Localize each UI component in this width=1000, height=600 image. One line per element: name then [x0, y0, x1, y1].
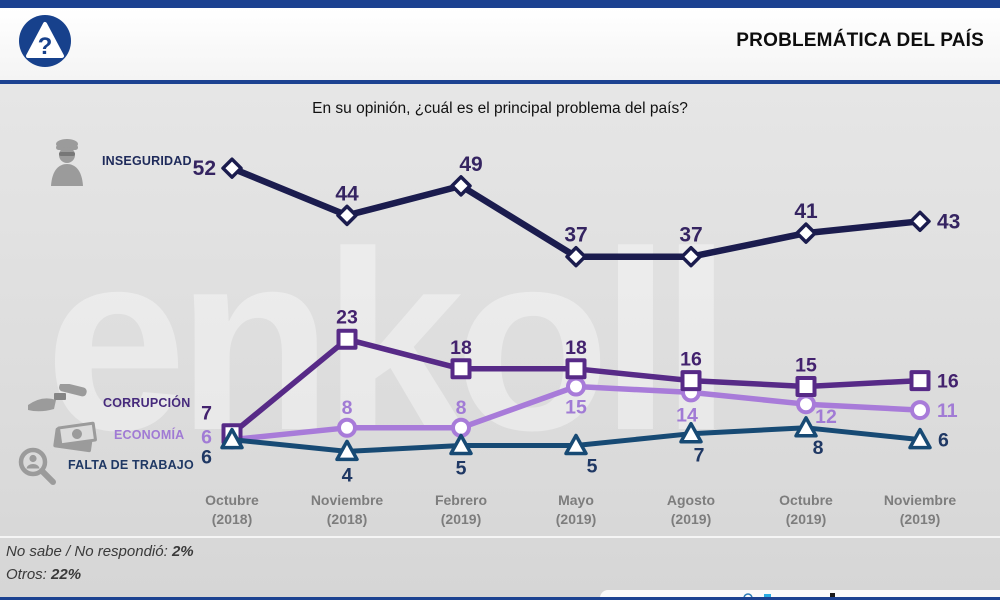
axis-tick-label: Febrero (2019) [434, 492, 488, 527]
header: ? PROBLEMÁTICA DEL PAÍS [0, 8, 1000, 80]
data-point-marker [909, 370, 931, 392]
data-point-marker [565, 358, 587, 380]
question-triangle-icon: ? [19, 15, 71, 67]
data-point-marker [336, 328, 358, 350]
data-point-label: 11 [937, 400, 958, 422]
data-point-marker [335, 439, 359, 462]
data-point-marker [909, 210, 931, 233]
data-point-label: 8 [813, 437, 824, 459]
data-point-marker [220, 427, 244, 450]
bribe-hand-icon [26, 382, 90, 418]
data-point-marker [680, 370, 702, 392]
footnote-label: Otros: [6, 566, 47, 583]
data-point-marker [679, 421, 703, 444]
data-point-label: 8 [342, 397, 353, 419]
data-point-marker [680, 245, 702, 268]
data-point-label: 5 [456, 458, 467, 480]
data-point-label: 8 [456, 397, 467, 419]
top-accent-bar [0, 0, 1000, 8]
footer-divider [0, 536, 1000, 538]
data-point-label: 37 [564, 224, 587, 247]
data-point-label: 52 [193, 157, 216, 180]
footnote-value: 2% [171, 543, 194, 560]
axis-tick-label: Mayo (2019) [555, 492, 597, 527]
footnote-value: 22% [51, 566, 82, 583]
data-point-label: 44 [335, 182, 359, 205]
axis-tick-label: Noviembre (2019) [883, 492, 957, 527]
data-point-label: 14 [676, 404, 698, 426]
legend-label-corrupcion: CORRUPCIÓN [103, 396, 191, 410]
axis-tick-label: Noviembre (2018) [310, 492, 384, 527]
data-point-label: 12 [815, 406, 837, 428]
data-point-label: 41 [794, 200, 818, 223]
survey-question: En su opinión, ¿cuál es el principal pro… [312, 100, 688, 117]
legend-falta-de-trabajo: FALTA DE TRABAJO [16, 446, 194, 493]
data-point-marker [565, 245, 587, 268]
legend-label-economia: ECONOMÍA [114, 428, 185, 442]
thief-icon [46, 139, 88, 190]
data-point-marker [450, 175, 472, 197]
data-point-marker [794, 416, 818, 438]
data-point-label: 23 [336, 306, 358, 328]
data-point-label: 15 [565, 397, 587, 419]
page-title: PROBLEMÁTICA DEL PAÍS [736, 30, 984, 51]
axis-tick-label: Octubre (2019) [779, 492, 833, 527]
data-point-marker [450, 358, 472, 380]
footnote-label: No sabe / No respondió: [6, 543, 168, 560]
legend-label-inseguridad: INSEGURIDAD [102, 154, 192, 168]
data-point-label: 15 [795, 355, 817, 377]
axis-tick-label: Agosto (2019) [666, 492, 716, 527]
data-point-marker [564, 433, 588, 456]
legend-economia: ECONOMÍA [52, 418, 184, 461]
data-point-marker [795, 222, 817, 244]
bottom-accent-bar [0, 597, 1000, 600]
line-chart: 52 44 49 37 37 41 43 7 23 18 18 16 15 16 6 8 8 15 14 12 11 6 4… [193, 153, 961, 487]
data-point-marker [796, 394, 816, 415]
data-point-label: 16 [680, 349, 702, 371]
data-point-label: 18 [450, 337, 472, 359]
data-point-label: 37 [679, 224, 702, 247]
data-point-marker [221, 157, 243, 179]
data-point-label: 18 [565, 337, 587, 359]
data-point-marker [336, 204, 358, 227]
data-point-marker [449, 433, 473, 456]
data-point-marker [908, 427, 932, 450]
data-point-label: 5 [587, 456, 598, 478]
question-problem-logo: ? [16, 12, 74, 70]
data-point-label: 7 [201, 403, 212, 425]
data-point-marker [337, 417, 357, 438]
data-point-marker [795, 376, 817, 397]
data-point-marker [910, 400, 930, 421]
data-point-label: 6 [201, 427, 212, 449]
footnote-otros: Otros: 22% [6, 566, 81, 583]
money-icon [52, 421, 100, 460]
header-divider [0, 80, 1000, 84]
data-point-marker [566, 376, 586, 397]
footnote-no-sabe: No sabe / No respondió: 2% [6, 543, 194, 560]
data-point-marker [451, 417, 471, 438]
x-axis: Octubre (2018) Noviembre (2018) Febrero (2019… [0, 491, 1000, 535]
axis-tick-label: Octubre (2018) [205, 492, 259, 527]
data-point-label: 49 [459, 153, 482, 176]
legend-inseguridad: INSEGURIDAD [46, 136, 192, 191]
legend-label-falta-de-trabajo: FALTA DE TRABAJO [68, 458, 194, 472]
data-point-label: 7 [694, 445, 705, 467]
chart-area: enkoll En su opinión, ¿cuál es el princi… [0, 84, 1000, 600]
data-point-label: 6 [201, 447, 212, 469]
legend-corrupcion: CORRUPCIÓN [26, 382, 190, 419]
data-point-label: 4 [342, 464, 353, 486]
job-search-icon [16, 447, 60, 492]
data-point-label: 16 [937, 371, 959, 393]
data-point-label: 6 [938, 430, 949, 452]
data-point-label: 43 [937, 210, 960, 233]
svg-text:?: ? [38, 33, 53, 60]
